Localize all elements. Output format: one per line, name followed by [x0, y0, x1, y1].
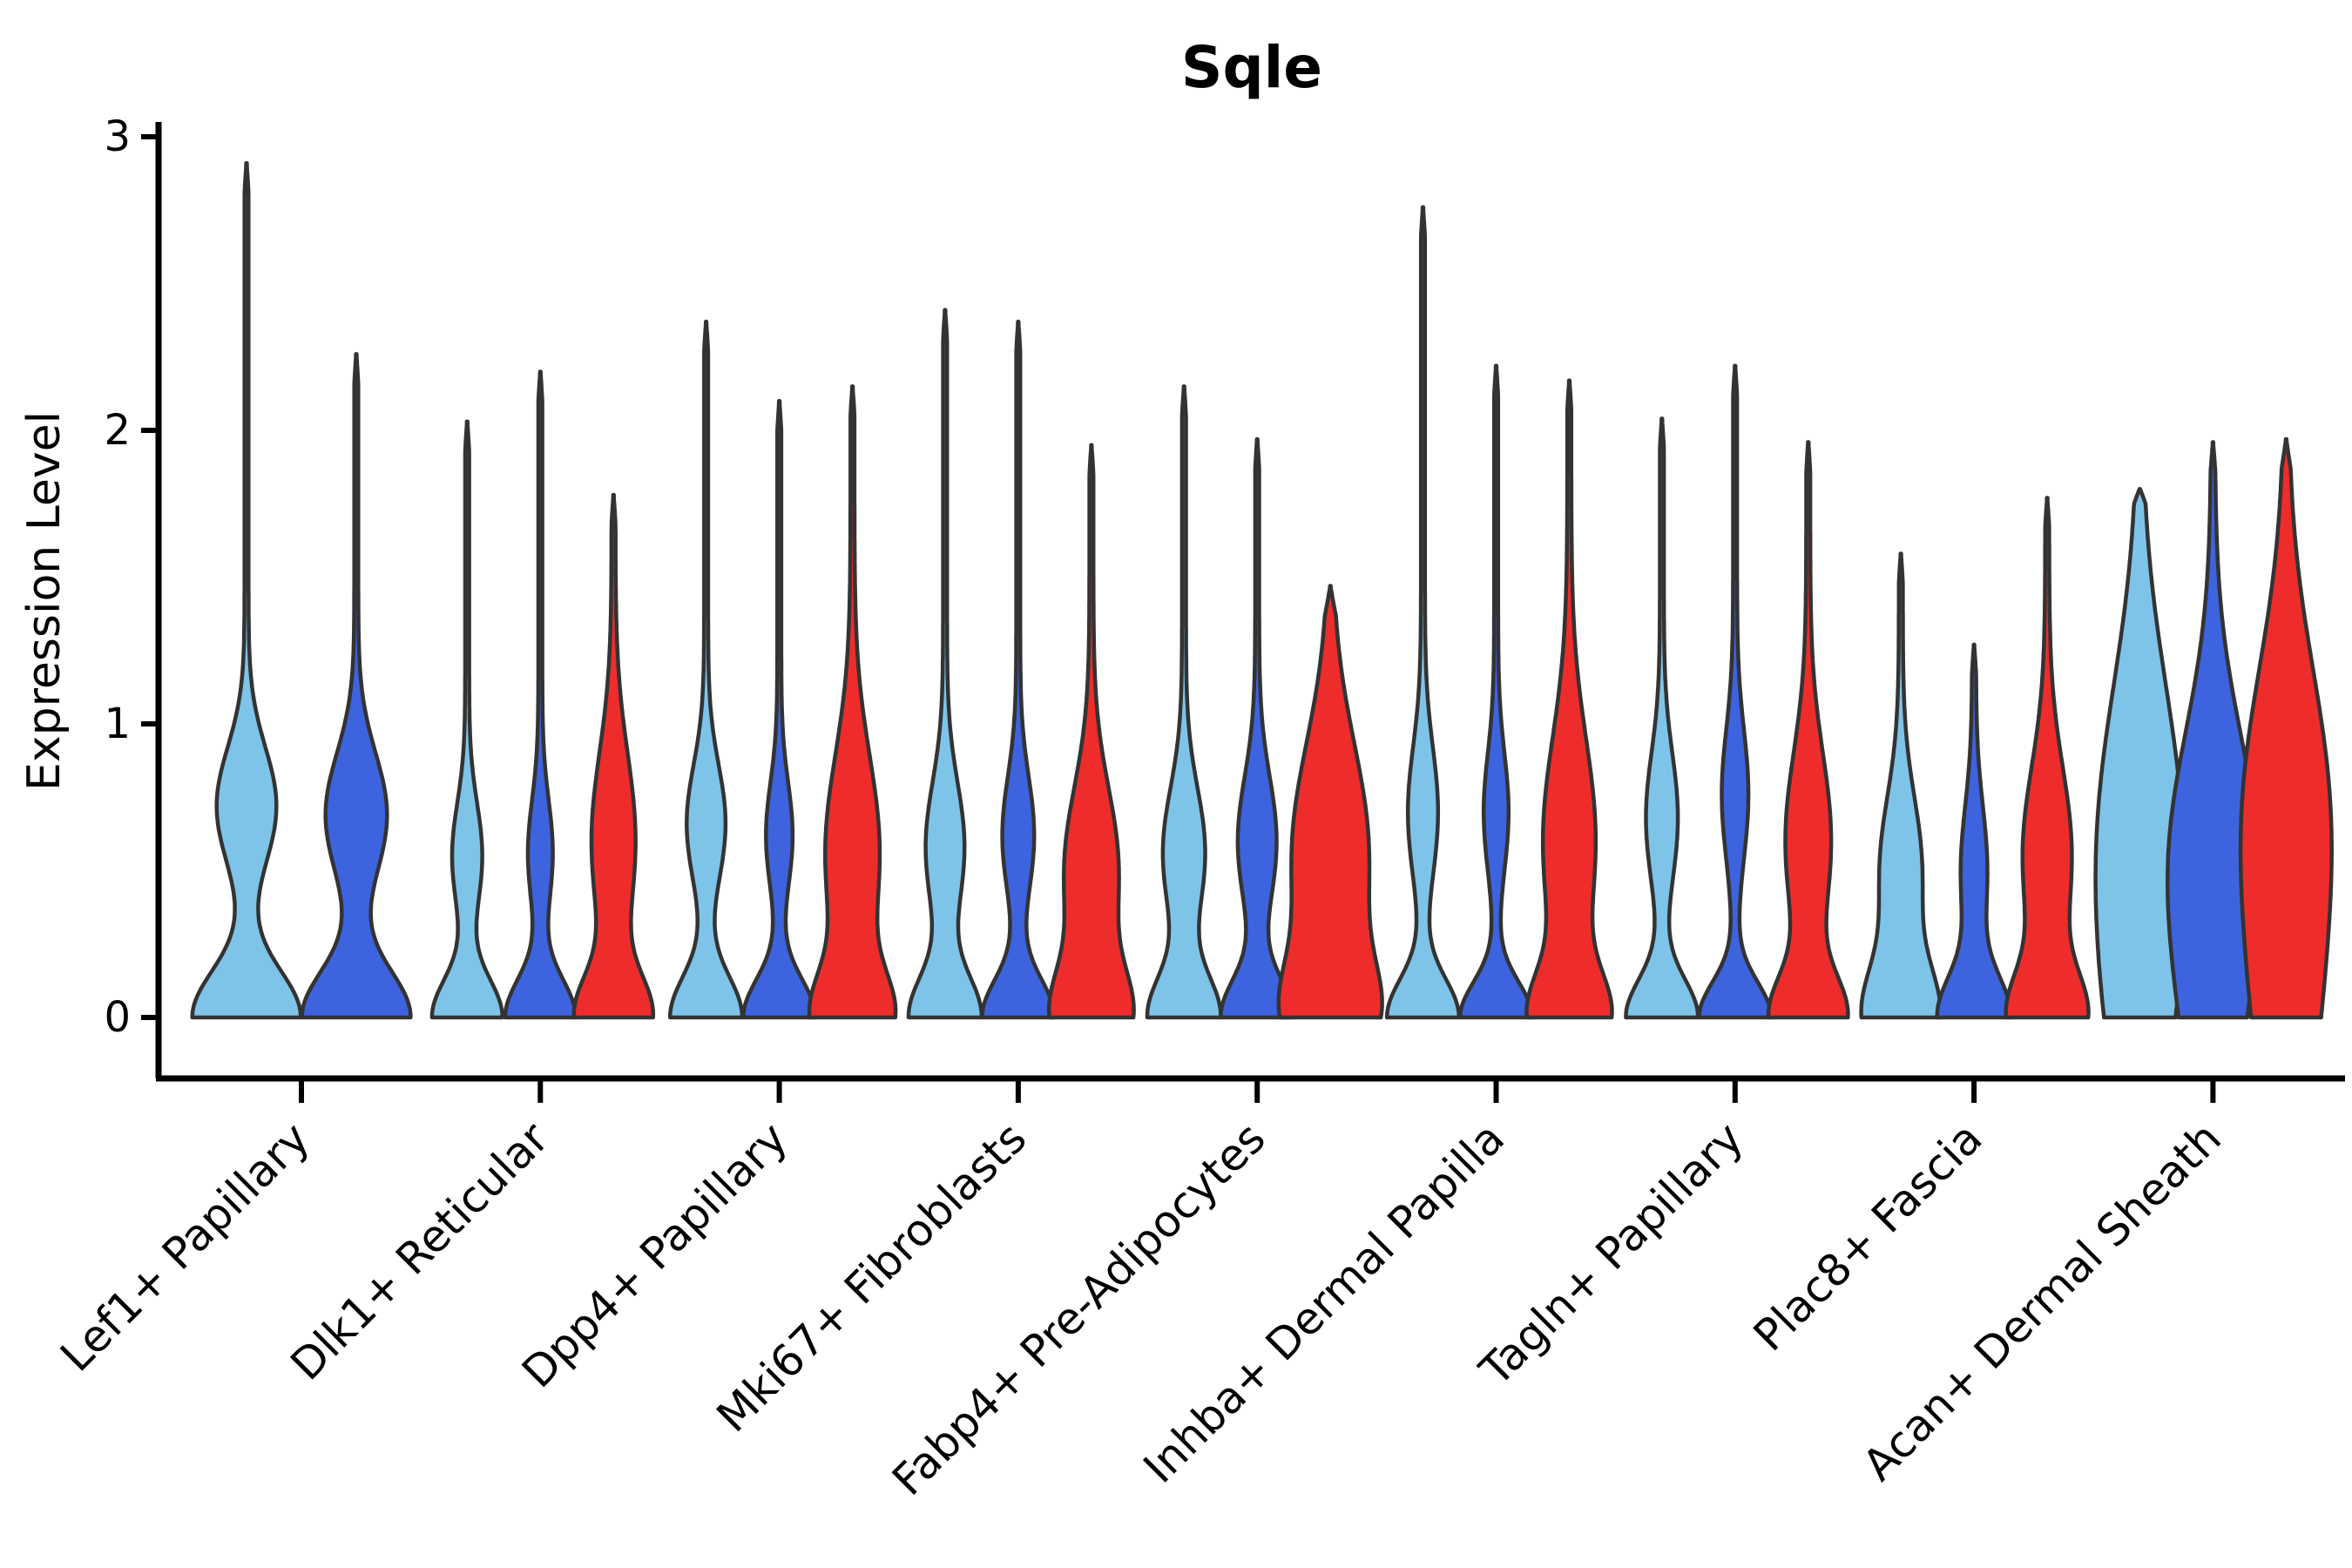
violin-skyblue-split-1	[429, 419, 504, 1020]
y-tick-label: 0	[104, 993, 131, 1042]
violin-skyblue-split-3	[906, 308, 984, 1020]
violin-royalblue-split-7	[1935, 642, 2013, 1020]
violin-red-split-8	[2238, 436, 2334, 1020]
violin-red-split-4	[1276, 584, 1384, 1020]
violin-royalblue-split-6	[1697, 363, 1774, 1020]
y-tick-label: 1	[104, 700, 131, 748]
violin-red-split-3	[1046, 443, 1136, 1020]
violin-skyblue-split-4	[1145, 384, 1223, 1020]
x-tick-label: Lef1+ Papillary	[51, 1112, 319, 1381]
violin-royalblue-split-4	[1219, 436, 1296, 1020]
x-tick-label: Tagln+ Papillary	[1470, 1112, 1753, 1396]
violin-skyblue-split-7	[1859, 551, 1943, 1020]
violin-skyblue-split-6	[1624, 416, 1700, 1020]
violin-skyblue-split-5	[1384, 205, 1462, 1020]
x-tick-label: Dlk1+ Reticular	[281, 1112, 558, 1389]
violin-red-split-7	[2004, 496, 2091, 1020]
y-tick-label: 2	[104, 406, 131, 455]
y-axis-tick-labels: 0 1 2 3	[104, 112, 131, 1042]
x-tick-label: Plac8+ Fascia	[1744, 1112, 1992, 1361]
y-tick-label: 3	[104, 112, 131, 161]
violin-red-split-5	[1524, 378, 1614, 1020]
x-tick-label: Dpp4+ Papillary	[512, 1112, 797, 1397]
violin-royalblue-split-5	[1457, 363, 1535, 1020]
violin-royalblue-split-2	[741, 399, 818, 1020]
violin-royalblue-split-0	[300, 352, 413, 1020]
chart-title: Sqle	[1181, 34, 1322, 101]
violins-layer	[190, 161, 2334, 1020]
violin-royalblue-split-3	[980, 320, 1057, 1020]
violin-royalblue-split-1	[503, 369, 578, 1020]
y-axis-label: Expression Level	[18, 411, 71, 791]
violin-red-split-6	[1766, 440, 1850, 1020]
violin-red-split-1	[571, 492, 656, 1020]
axes	[141, 122, 2345, 1103]
violin-skyblue-split-0	[190, 161, 303, 1020]
violin-skyblue-split-2	[667, 320, 745, 1020]
violin-red-split-2	[807, 384, 898, 1020]
